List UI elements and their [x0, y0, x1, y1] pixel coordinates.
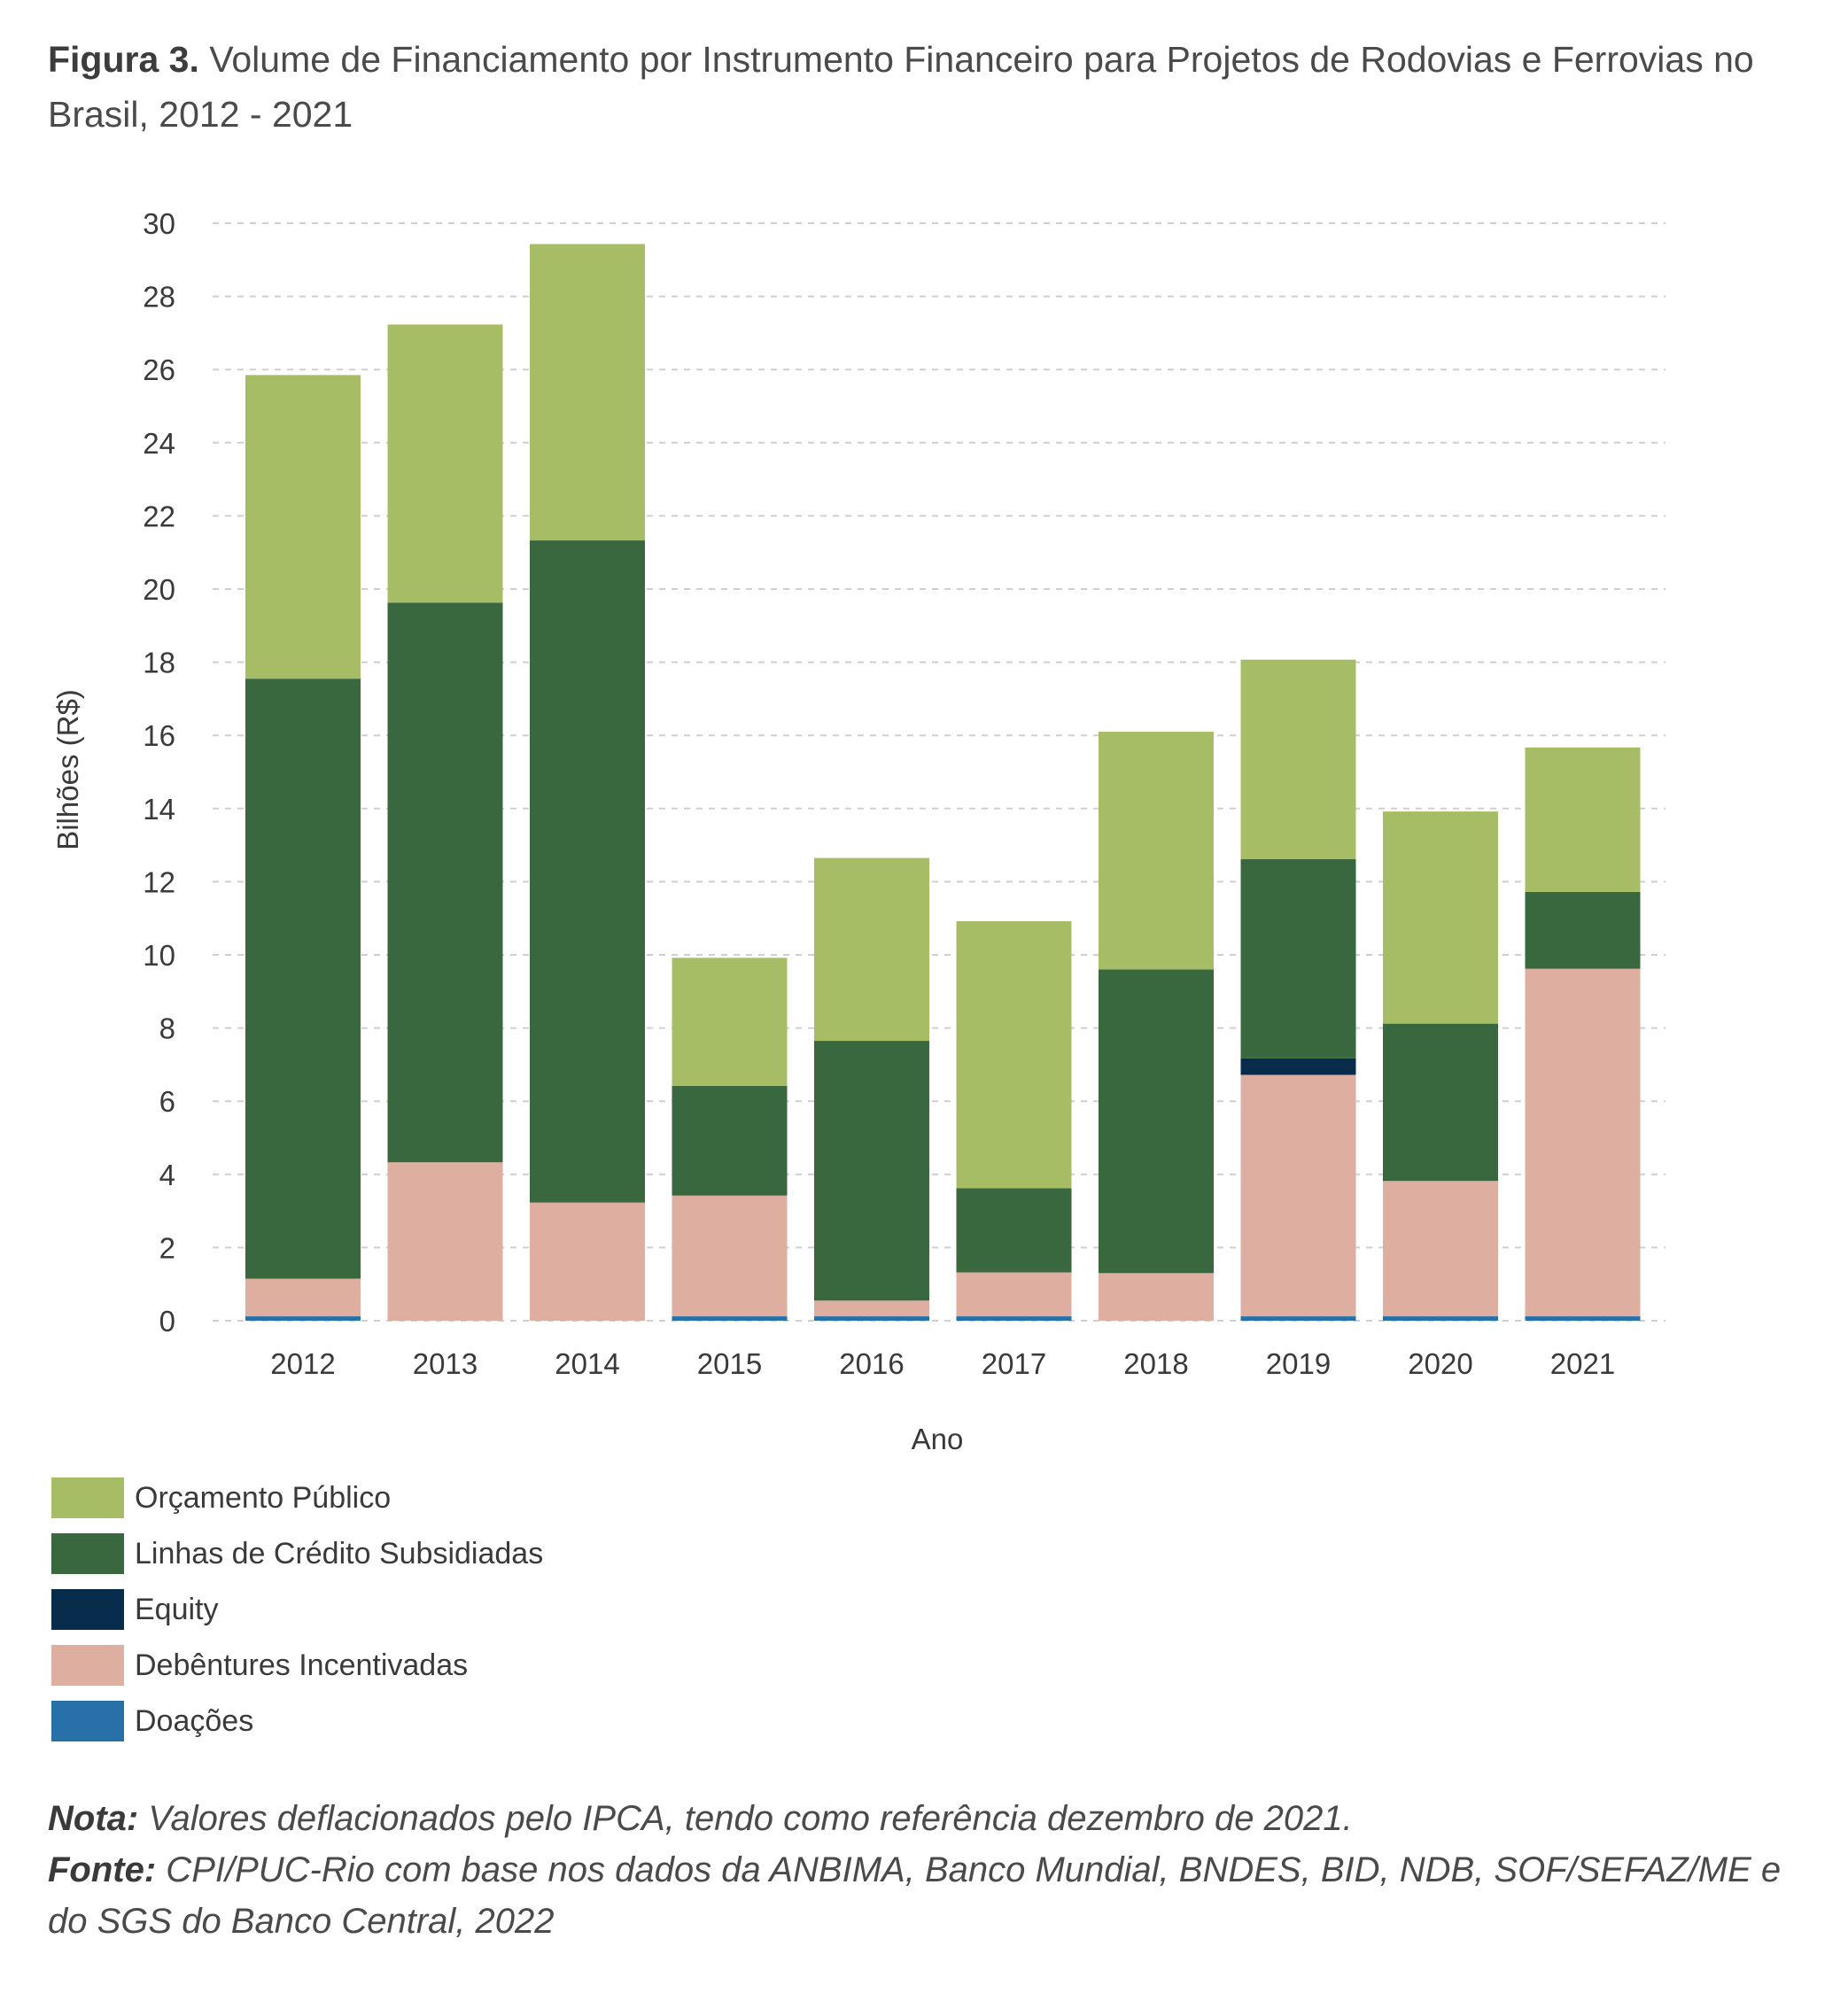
legend-item: Orçamento Público — [51, 1477, 543, 1518]
chart-legend: Orçamento Público Linhas de Crédito Subsi… — [51, 1477, 543, 1757]
legend-swatch — [51, 1589, 124, 1630]
bar-segment — [530, 540, 645, 1203]
bar-segment — [530, 1202, 645, 1321]
bar-segment — [956, 1188, 1072, 1273]
bar-segment — [245, 679, 361, 1279]
x-tick-label: 2017 — [982, 1347, 1046, 1380]
legend-label: Orçamento Público — [135, 1480, 392, 1515]
x-axis-ticks: 2012 2013 2014 2015 2016 2017 2018 2019 2020 2021 — [270, 1347, 1615, 1380]
y-tick-label: 30 — [143, 207, 175, 240]
bar-segment — [1240, 659, 1356, 859]
bar-segment — [814, 1300, 929, 1317]
bar-segment — [1383, 1316, 1498, 1321]
source-line: Fonte: CPI/PUC-Rio com base nos dados da… — [48, 1844, 1820, 1947]
y-tick-label: 12 — [143, 865, 175, 898]
y-tick-label: 24 — [143, 427, 175, 460]
x-tick-label: 2014 — [555, 1347, 619, 1380]
legend-swatch — [51, 1645, 124, 1686]
y-tick-label: 28 — [143, 281, 175, 314]
x-axis-label: Ano — [912, 1423, 964, 1455]
bar-segment — [1099, 732, 1214, 970]
legend-label: Linhas de Crédito Subsidiadas — [135, 1536, 544, 1571]
bar-segment — [814, 857, 929, 1042]
bar-segment — [1240, 858, 1356, 1059]
bar-segment — [1240, 1058, 1356, 1075]
nota-key: Nota: — [48, 1799, 139, 1838]
nota-text: Valores deflacionados pelo IPCA, tendo c… — [138, 1799, 1353, 1838]
legend-item: Linhas de Crédito Subsidiadas — [51, 1533, 543, 1574]
x-tick-label: 2015 — [697, 1347, 762, 1380]
y-tick-label: 2 — [159, 1231, 175, 1264]
figure-notes: Nota: Valores deflacionados pelo IPCA, t… — [48, 1793, 1820, 1947]
bar-segment — [245, 1316, 361, 1321]
bar-segment — [1383, 1181, 1498, 1317]
x-tick-label: 2020 — [1408, 1347, 1472, 1380]
bar-segment — [1383, 811, 1498, 1024]
legend-item: Debêntures Incentivadas — [51, 1645, 543, 1686]
y-tick-label: 8 — [159, 1012, 175, 1045]
bar-segment — [1525, 747, 1641, 892]
note-line: Nota: Valores deflacionados pelo IPCA, t… — [48, 1793, 1820, 1844]
legend-item: Doações — [51, 1701, 543, 1741]
figure-title: Figura 3. Volume de Financiamento por In… — [48, 32, 1811, 142]
bar-segment — [672, 1085, 788, 1196]
bar-segment — [245, 375, 361, 679]
fonte-text: CPI/PUC-Rio com base nos dados da ANBIMA… — [48, 1850, 1782, 1941]
bar-segment — [1099, 969, 1214, 1274]
x-tick-label: 2019 — [1266, 1347, 1331, 1380]
figure-label: Figura 3. — [48, 39, 199, 80]
bar-segment — [245, 1278, 361, 1317]
y-tick-label: 18 — [143, 647, 175, 679]
x-tick-label: 2018 — [1123, 1347, 1188, 1380]
bar-segment — [530, 244, 645, 541]
y-tick-label: 14 — [143, 793, 175, 826]
bar-segment — [672, 1316, 788, 1321]
bar-segment — [956, 1316, 1072, 1321]
y-tick-label: 26 — [143, 353, 175, 386]
bar-segment — [1240, 1316, 1356, 1321]
x-tick-label: 2016 — [839, 1347, 904, 1380]
bar-segment — [956, 921, 1072, 1189]
bars — [245, 244, 1641, 1321]
bar-segment — [814, 1041, 929, 1301]
bar-segment — [956, 1272, 1072, 1317]
y-tick-label: 10 — [143, 939, 175, 972]
y-tick-label: 20 — [143, 573, 175, 606]
bar-segment — [387, 324, 503, 603]
y-tick-label: 22 — [143, 500, 175, 532]
bar-segment — [672, 1195, 788, 1317]
legend-swatch — [51, 1701, 124, 1741]
x-tick-label: 2012 — [270, 1347, 335, 1380]
legend-swatch — [51, 1477, 124, 1518]
y-tick-label: 0 — [159, 1305, 175, 1338]
legend-label: Doações — [135, 1703, 254, 1738]
legend-swatch — [51, 1533, 124, 1574]
y-tick-label: 4 — [159, 1159, 175, 1191]
bar-segment — [1525, 1316, 1641, 1321]
bar-segment — [1525, 968, 1641, 1317]
bar-segment — [387, 1162, 503, 1321]
figure-title-text: Volume de Financiamento por Instrumento … — [48, 39, 1754, 135]
legend-item: Equity — [51, 1589, 543, 1630]
legend-label: Debêntures Incentivadas — [135, 1648, 469, 1682]
bar-segment — [1525, 891, 1641, 969]
x-tick-label: 2013 — [413, 1347, 478, 1380]
bar-segment — [1240, 1074, 1356, 1317]
bar-segment — [1383, 1023, 1498, 1182]
y-tick-label: 16 — [143, 719, 175, 752]
legend-label: Equity — [135, 1592, 219, 1626]
y-axis-label: Bilhões (R$) — [51, 689, 84, 850]
fonte-key: Fonte: — [48, 1850, 157, 1889]
bar-segment — [1099, 1273, 1214, 1321]
y-tick-label: 6 — [159, 1085, 175, 1118]
bar-segment — [672, 958, 788, 1086]
bar-segment — [387, 602, 503, 1163]
x-tick-label: 2021 — [1550, 1347, 1615, 1380]
bar-segment — [814, 1316, 929, 1321]
